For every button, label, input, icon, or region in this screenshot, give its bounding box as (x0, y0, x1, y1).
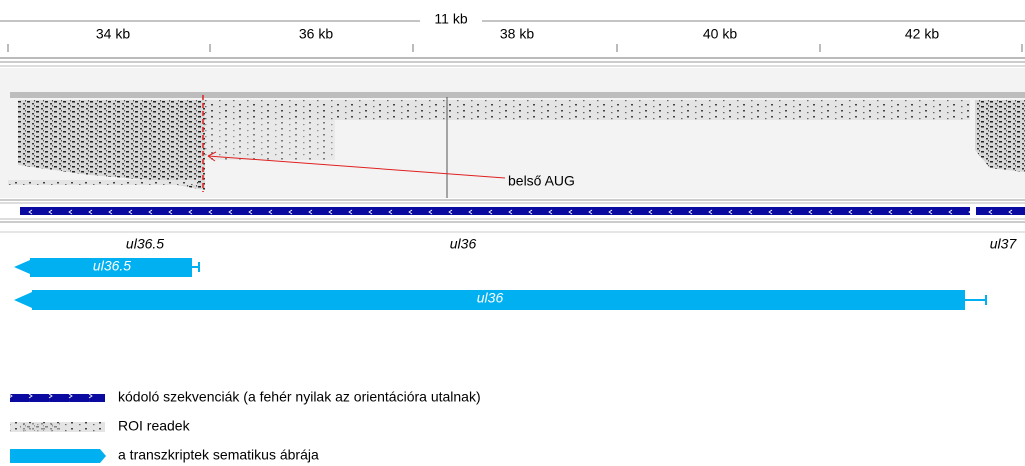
transcript-label: ul36.5 (93, 258, 131, 274)
gene-label: ul36 (450, 236, 477, 252)
ruler: 11 kb 34 kb 36 kb 38 kb 40 kb 42 kb (0, 11, 1025, 66)
ruler-label: 34 kb (96, 26, 130, 42)
genome-browser: 11 kb 34 kb 36 kb 38 kb 40 kb 42 kb bels… (0, 0, 1025, 466)
gene-label: ul36.5 (126, 236, 164, 252)
ruler-label: 42 kb (905, 26, 939, 42)
ruler-label: 40 kb (703, 26, 737, 42)
legend-label: kódoló szekvenciák (a fehér nyilak az or… (118, 389, 481, 405)
transcript: ul36.5 (14, 258, 199, 277)
cds-track (0, 200, 1025, 232)
legend-label: a transzkriptek sematikus ábrája (118, 447, 319, 463)
legend-label: ROI readek (118, 418, 191, 434)
gene-label: ul37 (990, 236, 1018, 252)
transcript-label: ul36 (477, 290, 504, 306)
read-track: belső AUG (0, 68, 1025, 198)
ruler-label: 38 kb (500, 26, 534, 42)
transcript: ul36 (14, 290, 986, 310)
span-label: 11 kb (434, 11, 467, 27)
legend: kódoló szekvenciák (a fehér nyilak az or… (10, 389, 481, 463)
annotation: belső AUG (508, 173, 575, 189)
ruler-label: 36 kb (299, 26, 333, 42)
